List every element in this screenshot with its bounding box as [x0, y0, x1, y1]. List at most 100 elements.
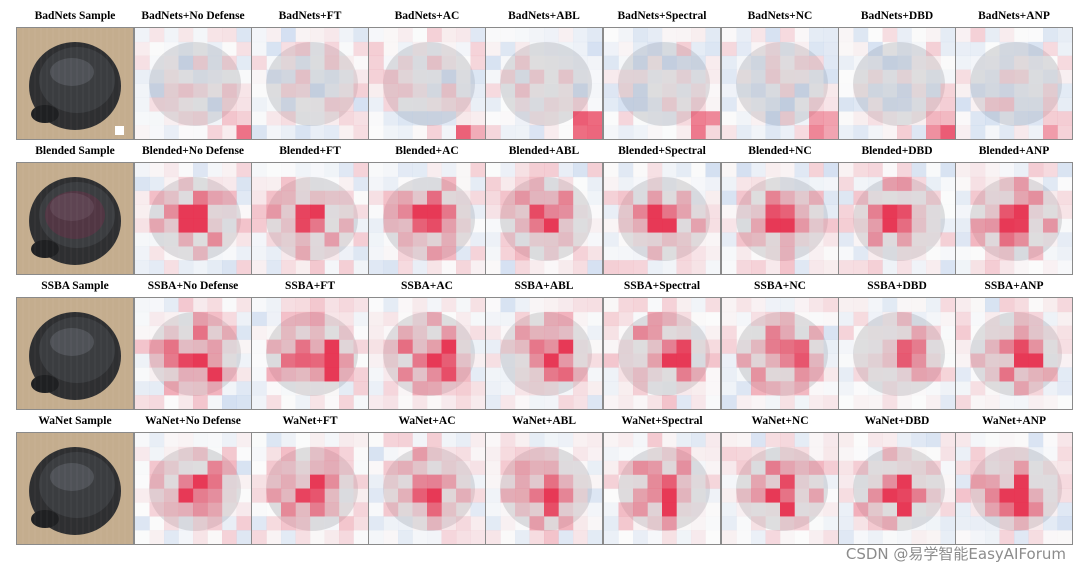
heatmap-cell [604, 367, 619, 382]
heatmap-cell [604, 460, 619, 475]
heatmap-cell [500, 298, 516, 313]
heatmap-cell [926, 367, 941, 382]
heatmap-cell [149, 55, 165, 70]
heatmap-cell [1014, 246, 1029, 261]
heatmap-cell [324, 55, 340, 70]
heatmap-cell [486, 298, 501, 313]
heatmap-cell [135, 474, 150, 489]
heatmap-cell [662, 311, 677, 327]
heatmap-cell [178, 176, 194, 192]
heatmap-cell [544, 502, 559, 517]
heatmap-cell [765, 353, 781, 368]
heatmap-cell [383, 28, 399, 43]
heatmap-cell [369, 433, 384, 448]
heatmap-cell [722, 260, 737, 274]
heatmap-cell [662, 69, 677, 84]
heatmap-cell [383, 246, 399, 261]
heatmap-cell [1014, 41, 1029, 57]
heatmap-cell [705, 325, 720, 340]
heatmap-cell [823, 395, 838, 409]
heatmap-cell [369, 218, 384, 233]
heatmap-cell [823, 311, 838, 327]
heatmap-cell [1028, 246, 1044, 261]
heatmap-cell [456, 125, 471, 139]
heatmap-cell [295, 474, 311, 489]
heatmap-cell [926, 218, 941, 233]
heatmap-cell [500, 55, 516, 70]
heatmap-cell [369, 325, 384, 340]
heatmap-image [485, 297, 603, 410]
heatmap-cell [1014, 460, 1029, 475]
heatmap-cell [940, 28, 955, 43]
heatmap-cell [794, 325, 810, 340]
heatmap-cell [1057, 69, 1072, 84]
heatmap-cell [985, 516, 1000, 531]
heatmap-cell [868, 367, 883, 382]
heatmap-cell [266, 395, 282, 409]
heatmap-cell [470, 516, 485, 531]
heatmap-cell [193, 353, 208, 368]
heatmap-cell [398, 298, 413, 313]
heatmap-cell [178, 353, 194, 368]
heatmap-cell [839, 395, 854, 409]
heatmap-cell [882, 55, 898, 70]
heatmap-cell [999, 28, 1015, 43]
heatmap-cell [529, 433, 545, 448]
heatmap-cell [383, 488, 399, 503]
heatmap-cell [999, 339, 1015, 354]
heatmap-cell [1014, 381, 1029, 396]
heatmap-cell [427, 55, 442, 70]
heatmap-cell [662, 298, 677, 313]
heatmap-cell [647, 176, 663, 192]
heatmap-cell [691, 353, 706, 368]
heatmap-cell [751, 28, 766, 43]
heatmap-cell [956, 97, 971, 112]
heatmap-cell [911, 311, 927, 327]
heatmap-cell [722, 446, 737, 462]
heatmap-cell [515, 111, 530, 126]
heatmap-cell [911, 190, 927, 205]
heatmap-cell [751, 395, 766, 409]
heatmap-cell [882, 246, 898, 261]
heatmap-cell [618, 353, 634, 368]
heatmap-cell [135, 69, 150, 84]
heatmap-cell [956, 311, 971, 327]
heatmap-cell [839, 502, 854, 517]
heatmap-cell [911, 353, 927, 368]
heatmap-cell [164, 530, 179, 544]
heatmap-cell [573, 218, 588, 233]
heatmap-cell [868, 41, 883, 57]
heatmap-cell [853, 260, 869, 274]
heatmap-cell [310, 163, 325, 178]
heatmap-cell [736, 163, 752, 178]
heatmap-cell [252, 433, 267, 448]
heatmap-cell [618, 298, 634, 313]
heatmap-cell [295, 55, 311, 70]
heatmap-cell [926, 353, 941, 368]
heatmap-cell [823, 353, 838, 368]
heatmap-cell [500, 28, 516, 43]
heatmap-cell [456, 97, 471, 112]
heatmap-cell [940, 69, 955, 84]
heatmap-cell [926, 55, 941, 70]
heatmap-cell [897, 232, 912, 247]
heatmap-cell [529, 339, 545, 354]
heatmap-cell [633, 41, 648, 57]
heatmap-cell [765, 325, 781, 340]
heatmap-cell [412, 246, 428, 261]
heatmap-cell [470, 83, 485, 98]
heatmap-cell [470, 41, 485, 57]
heatmap-cell [383, 381, 399, 396]
heatmap-cell [515, 55, 530, 70]
heatmap-cell [324, 474, 340, 489]
heatmap-cell [985, 125, 1000, 139]
heatmap-cell [500, 246, 516, 261]
heatmap-cell [178, 260, 194, 274]
heatmap-cell [691, 446, 706, 462]
heatmap-cell [940, 176, 955, 192]
heatmap-cell [324, 433, 340, 448]
heatmap-cell [456, 163, 471, 178]
heatmap-cell [823, 474, 838, 489]
heatmap-cell [691, 516, 706, 531]
sample-panel: SSBA Sample [16, 278, 134, 410]
